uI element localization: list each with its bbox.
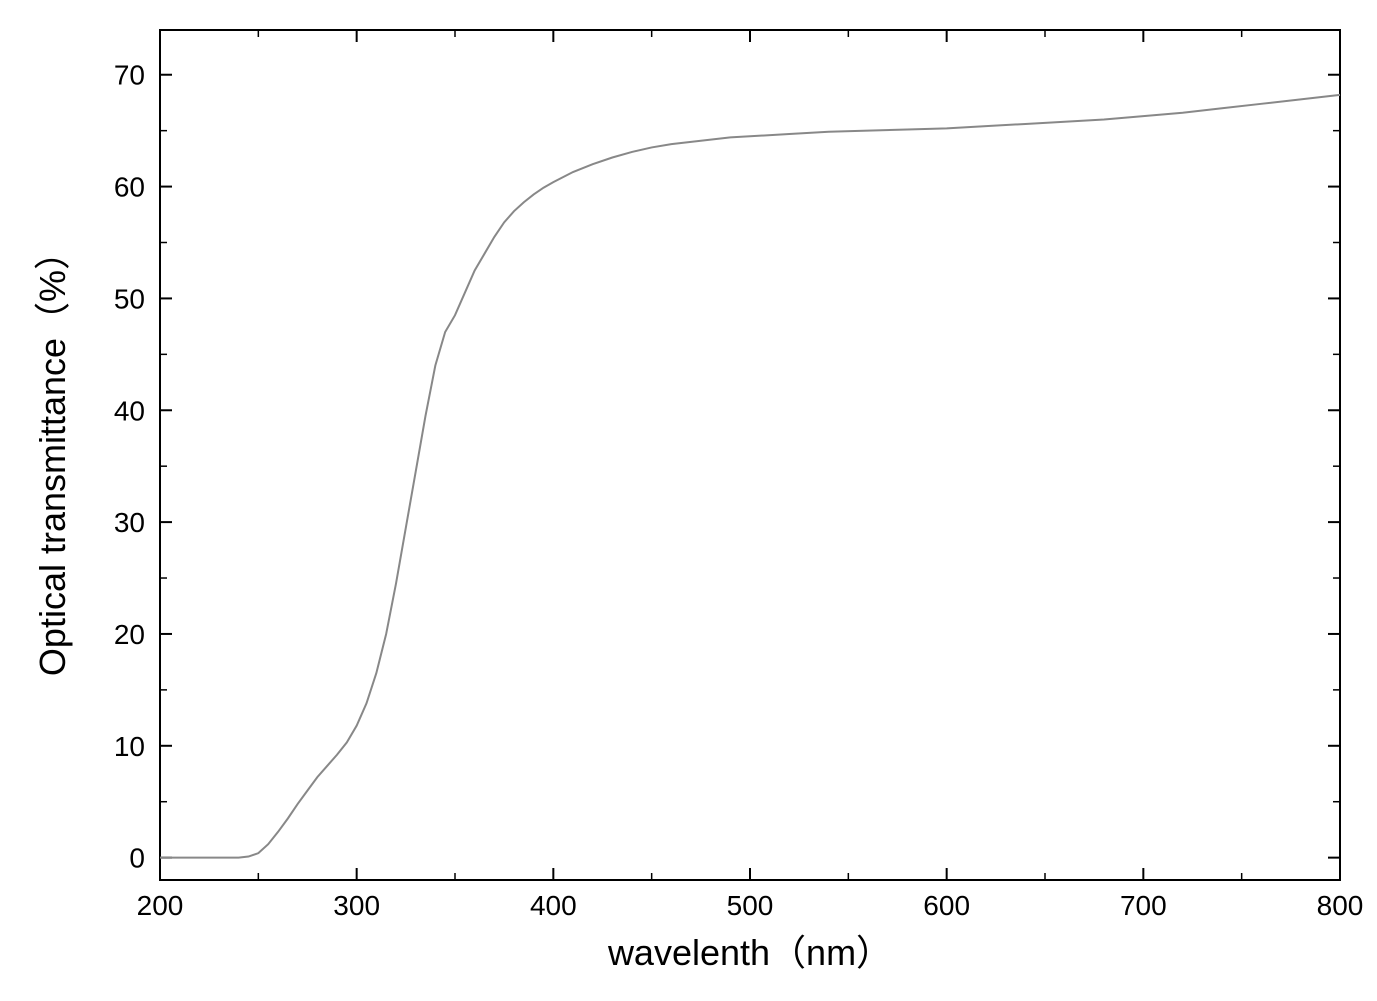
line-chart: 200 300 400 500 600 700 800 0 10 20 30 40 50 60 70 wave…	[0, 0, 1377, 1001]
x-axis-label: wavelenth（nm）	[607, 932, 892, 973]
y-axis-label: Optical transmittance（%）	[32, 234, 73, 676]
x-tick-label: 600	[923, 890, 970, 921]
y-tick-label: 50	[114, 283, 145, 314]
y-tick-label: 0	[129, 843, 145, 874]
y-tick-label: 70	[114, 60, 145, 91]
y-tick-label: 40	[114, 395, 145, 426]
x-tick-label: 800	[1317, 890, 1364, 921]
x-tick-label: 200	[137, 890, 184, 921]
x-tick-label: 500	[727, 890, 774, 921]
transmittance-curve	[160, 95, 1340, 858]
chart-container: 200 300 400 500 600 700 800 0 10 20 30 40 50 60 70 wave…	[0, 0, 1377, 1001]
y-tick-label: 20	[114, 619, 145, 650]
y-tick-label: 10	[114, 731, 145, 762]
y-tick-label: 60	[114, 172, 145, 203]
y-tick-label: 30	[114, 507, 145, 538]
x-tick-label: 300	[333, 890, 380, 921]
x-tick-label: 400	[530, 890, 577, 921]
x-tick-label: 700	[1120, 890, 1167, 921]
